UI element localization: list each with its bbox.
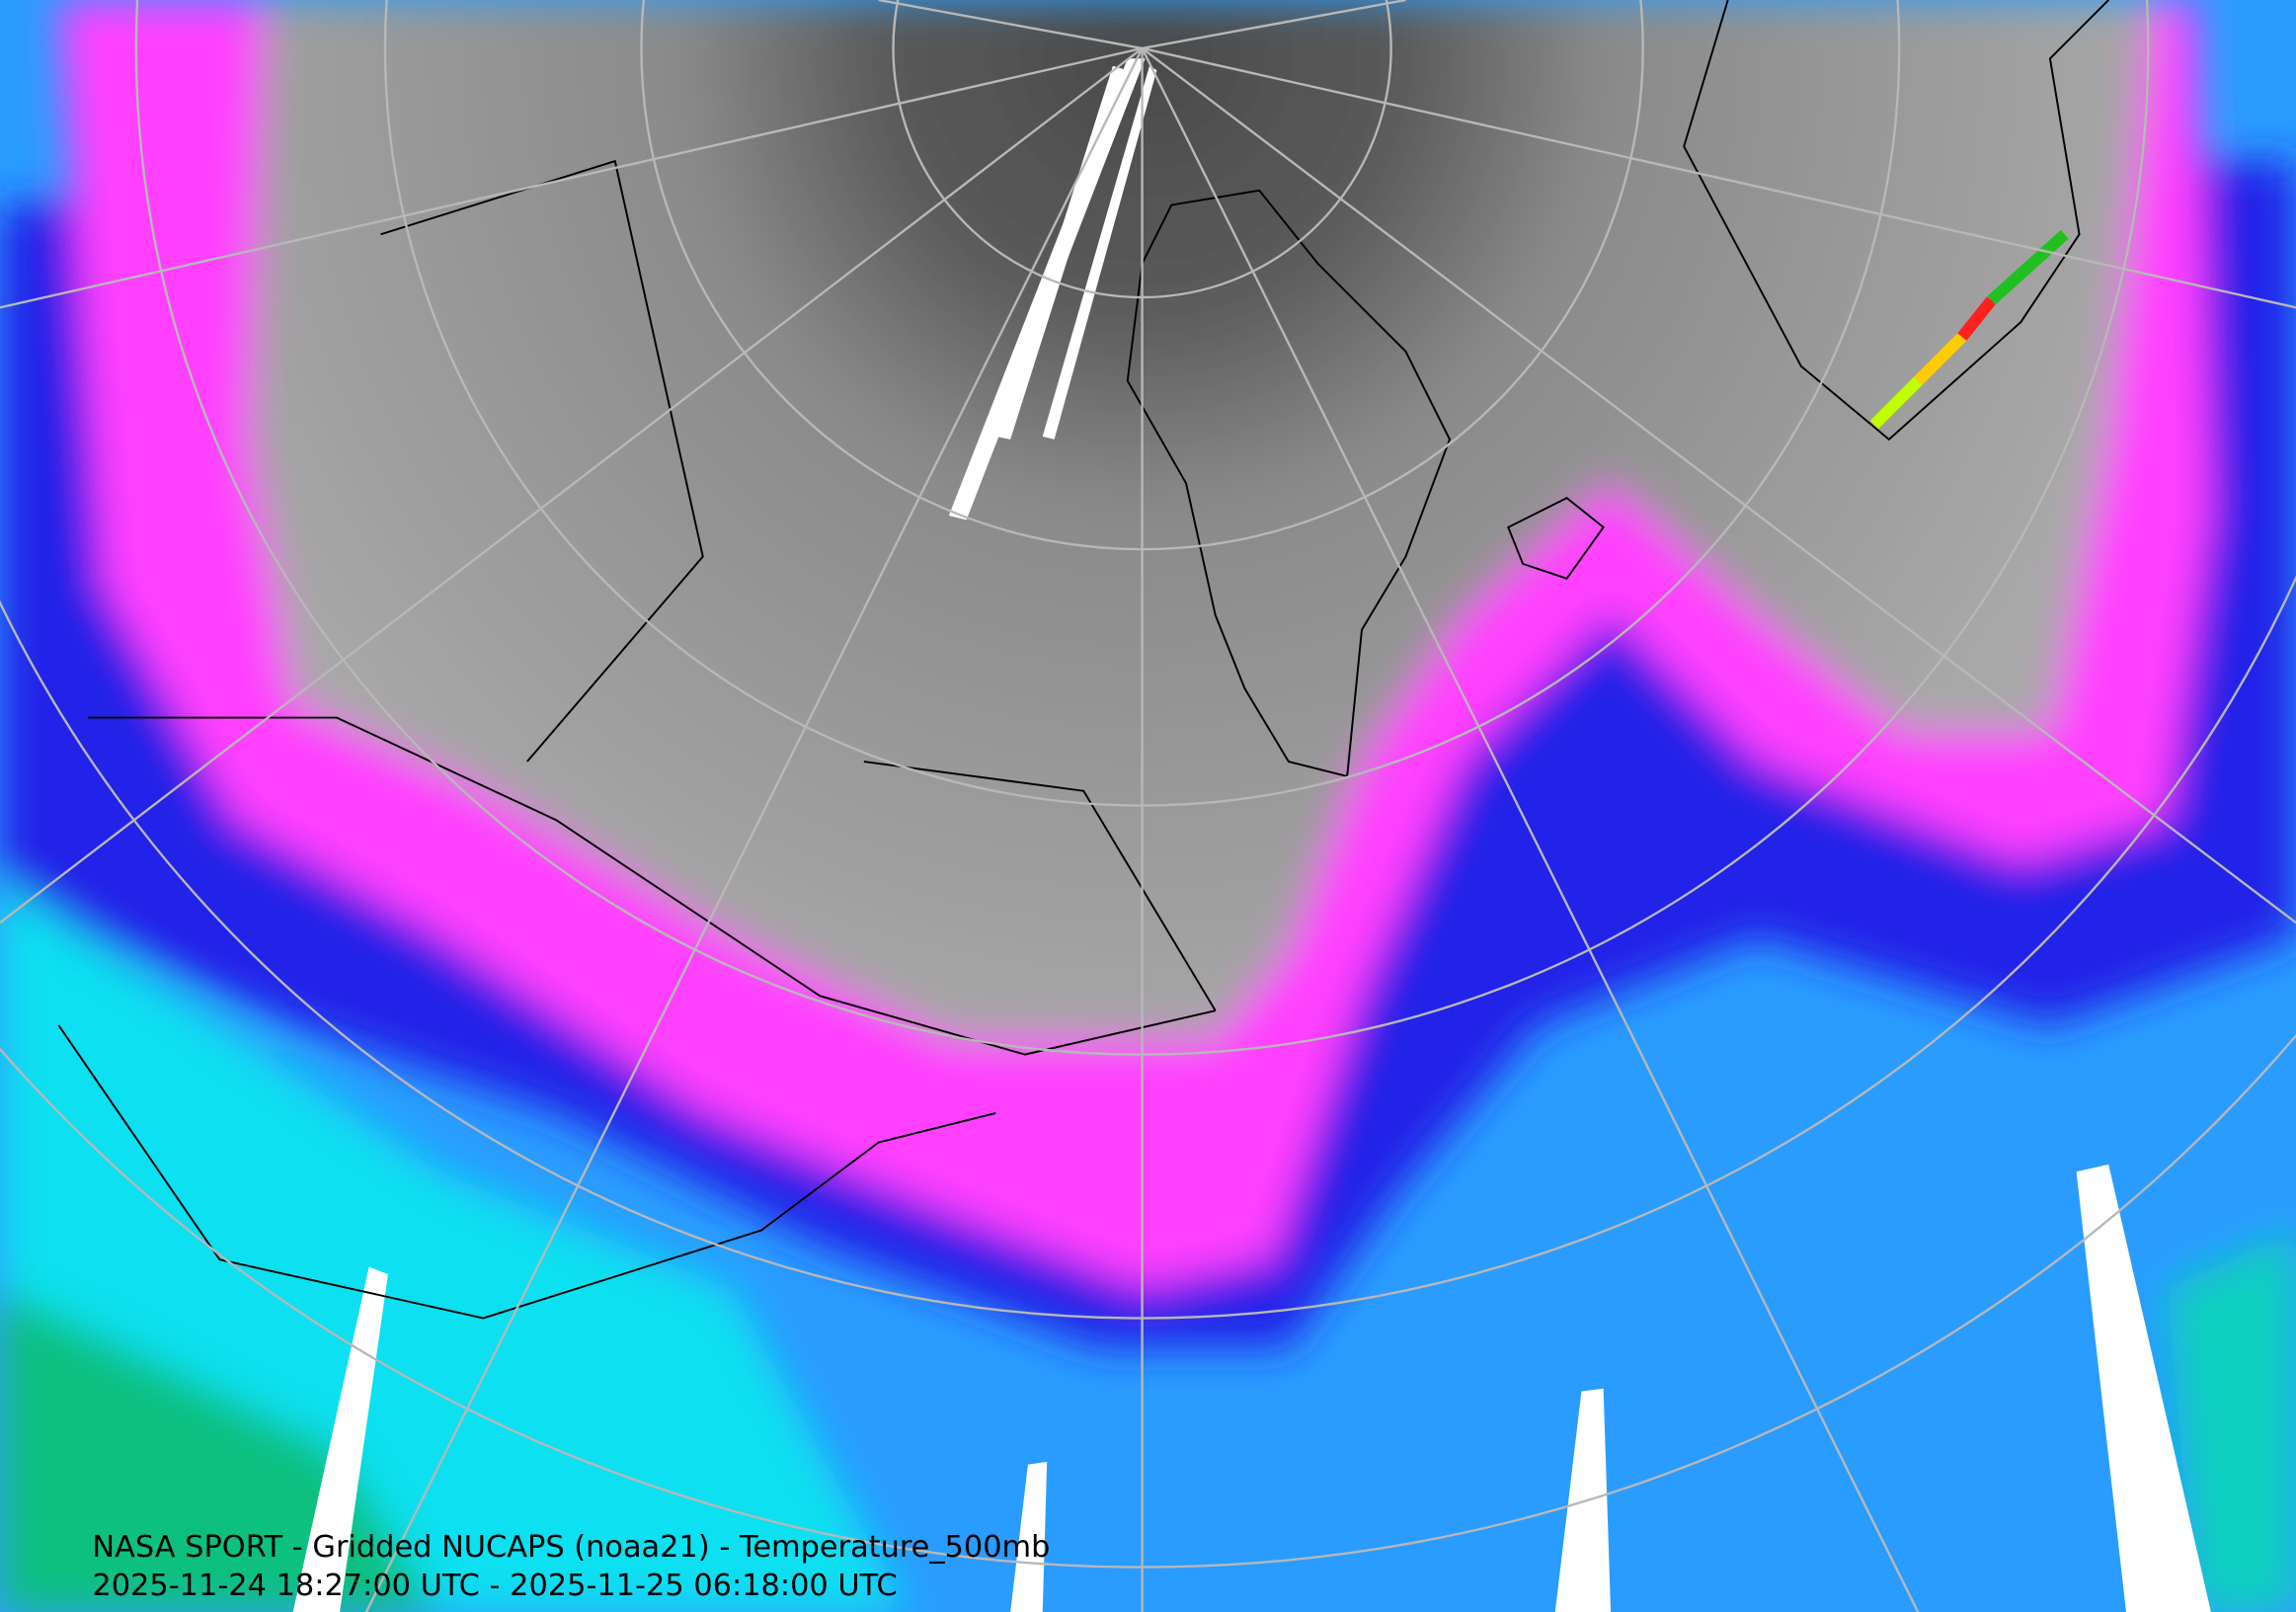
- caption-title: NASA SPORT - Gridded NUCAPS (noaa21) - T…: [92, 1530, 1050, 1565]
- gray-region: [249, 0, 2153, 1040]
- cyan-region: [2167, 1230, 2296, 1612]
- streak: [1869, 229, 2069, 430]
- caption-time: 2025-11-24 18:27:00 UTC - 2025-11-25 06:…: [92, 1569, 897, 1603]
- data-gaps: [292, 58, 2211, 1612]
- coastlines: [57, 0, 2109, 1320]
